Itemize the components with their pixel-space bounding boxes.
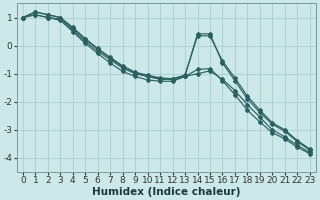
X-axis label: Humidex (Indice chaleur): Humidex (Indice chaleur) <box>92 187 241 197</box>
